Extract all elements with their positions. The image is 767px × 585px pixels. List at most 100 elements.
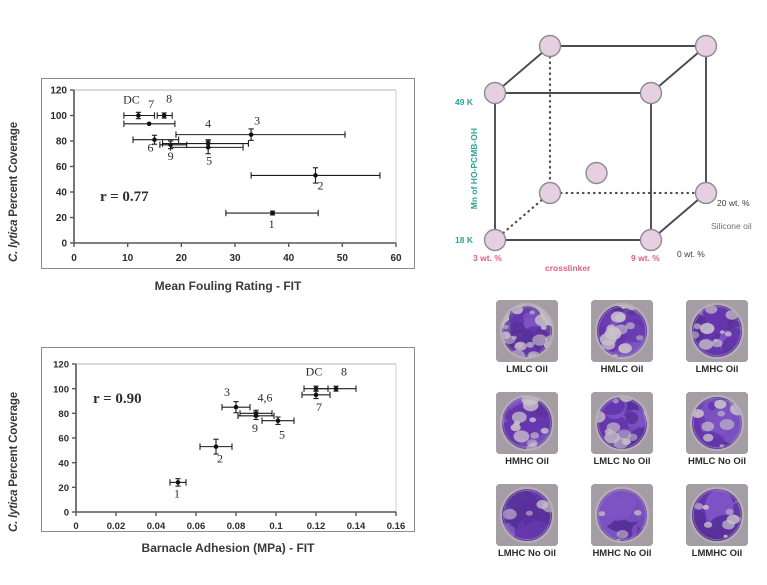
x-tick-label: 50 [337, 253, 349, 264]
axes: 0 20 40 60 80 100 120 0 10 20 30 40 50 60 [50, 86, 402, 264]
petri-dish-image [686, 392, 748, 454]
cube-edge-hidden [493, 191, 552, 242]
data-point-label: 6 [148, 141, 154, 155]
x-tick-label: 0.02 [107, 521, 126, 532]
cube-node-center [585, 161, 608, 185]
y-tick-label: 20 [58, 483, 69, 494]
axes: 0 20 40 60 80 100 120 0 0.02 0.04 0.06 0.08 0.1 0.12 0… [53, 360, 405, 532]
data-point: 7 [123, 97, 176, 127]
data-point: 8 [315, 365, 357, 392]
y-tick-label: 0 [64, 508, 69, 519]
biofilm-photo-cell: LMHC No Oil [496, 484, 558, 559]
biofilm-photo-cell: LMHC Oil [686, 300, 748, 375]
data-point-label: 4 [205, 117, 211, 131]
photo-caption: LMHC No Oil [497, 548, 557, 559]
x-tick-label: 0.1 [269, 521, 283, 532]
data-point-label: 3 [224, 385, 230, 399]
data-point-label: 4,6 [258, 390, 273, 404]
cube-label-mn-top: 49 K [455, 97, 473, 107]
cube-node-front-bottom-left [483, 228, 507, 252]
biofilm-photo-cell: LMLC No Oil [591, 392, 653, 467]
cube-nodes [483, 34, 718, 252]
data-marker [248, 132, 254, 137]
y-tick-label: 100 [50, 111, 67, 122]
data-point: 3 [175, 114, 346, 141]
x-tick-label: 0.08 [227, 521, 246, 532]
petri-dish-image [496, 484, 558, 546]
y-tick-label: 60 [56, 162, 68, 173]
data-point-label: 2 [318, 178, 324, 192]
cube-node-back-top-right [694, 34, 718, 58]
data-marker [275, 418, 281, 424]
data-marker [213, 444, 219, 449]
data-marker [175, 480, 181, 485]
data-point: 6 [132, 134, 180, 155]
data-marker [313, 392, 319, 398]
data-point-label: 8 [166, 92, 172, 106]
data-point-label: 9 [252, 421, 258, 435]
y-tick-label: 60 [58, 434, 69, 445]
data-point: 5 [170, 140, 244, 167]
data-point: 8 [156, 92, 173, 119]
data-point-label: DC [123, 93, 140, 107]
cube-axis-label-oil: Silicone oil [711, 221, 752, 231]
data-point: DC [123, 93, 156, 120]
cube-edge [650, 45, 707, 94]
data-marker [146, 121, 152, 127]
data-point-label: 1 [269, 217, 275, 231]
x-tick-label: 0.04 [147, 521, 166, 532]
data-point-label: 2 [217, 452, 223, 466]
y-tick-label: 40 [58, 458, 69, 469]
cube-node-front-top-right [639, 81, 663, 105]
y-tick-label: 100 [53, 384, 69, 395]
data-point-label: 5 [279, 428, 285, 442]
photo-caption: LMMHC Oil [691, 548, 743, 559]
data-marker [313, 173, 318, 178]
photo-grid-row: LMLC Oil HMLC Oil LMHC Oil [490, 300, 760, 392]
y-tick-label: 80 [56, 137, 68, 148]
y-tick-label: 120 [50, 86, 67, 97]
data-marker [136, 113, 141, 118]
photo-grid-row: HMHC Oil LMLC No Oil HMLC No Oil [490, 392, 760, 484]
data-point-label: 9 [168, 149, 174, 163]
data-point-label: 7 [316, 400, 322, 414]
petri-dish-image [686, 484, 748, 546]
cube-edge [494, 45, 551, 94]
x-tick-label: 40 [283, 253, 295, 264]
data-point: 9 [237, 411, 275, 435]
photo-caption: LMLC No Oil [593, 456, 651, 467]
y-tick-label: 80 [58, 409, 69, 420]
data-point: 1 [225, 209, 319, 231]
y-tick-label: 0 [61, 239, 67, 250]
biofilm-photo-cell: HMLC No Oil [686, 392, 748, 467]
photo-caption: HMLC No Oil [687, 456, 747, 467]
cube-label-crosslinker-high: 9 wt. % [631, 253, 660, 263]
data-point-label: 3 [254, 114, 260, 128]
data-marker [333, 386, 339, 391]
cube-axis-label-mn: Mn of HO-PCMB-OH [469, 128, 479, 210]
photo-grid-row: LMHC No Oil HMHC No Oil LMMHC Oil [490, 484, 760, 576]
x-tick-label: 0 [71, 253, 77, 264]
photo-caption: HMHC Oil [505, 456, 549, 467]
cube-edges [493, 44, 708, 242]
bottom-scatter-xlabel: Barnacle Adhesion (MPa) - FIT [141, 541, 315, 555]
top-scatter-xlabel: Mean Fouling Rating - FIT [154, 279, 302, 293]
x-tick-label: 0.16 [387, 521, 406, 532]
cube-graphic [483, 34, 718, 252]
x-tick-label: 10 [122, 253, 134, 264]
cube-node-back-bottom-right [694, 181, 718, 205]
data-marker [205, 145, 211, 150]
x-tick-label: 20 [176, 253, 188, 264]
x-tick-label: 0.12 [307, 521, 326, 532]
data-point: 1 [169, 478, 187, 500]
top-scatter-frame [41, 78, 415, 269]
biofilm-photo-cell: HMHC Oil [496, 392, 558, 467]
x-tick-label: 0 [73, 521, 78, 532]
cube-node-front-bottom-right [639, 228, 663, 252]
cube-label-oil-near: 0 wt. % [677, 249, 705, 259]
biofilm-photo-cell: LMLC Oil [496, 300, 558, 375]
data-marker [152, 137, 157, 143]
data-point: 7 [301, 390, 331, 414]
bottom-scatter-frame [41, 347, 415, 532]
